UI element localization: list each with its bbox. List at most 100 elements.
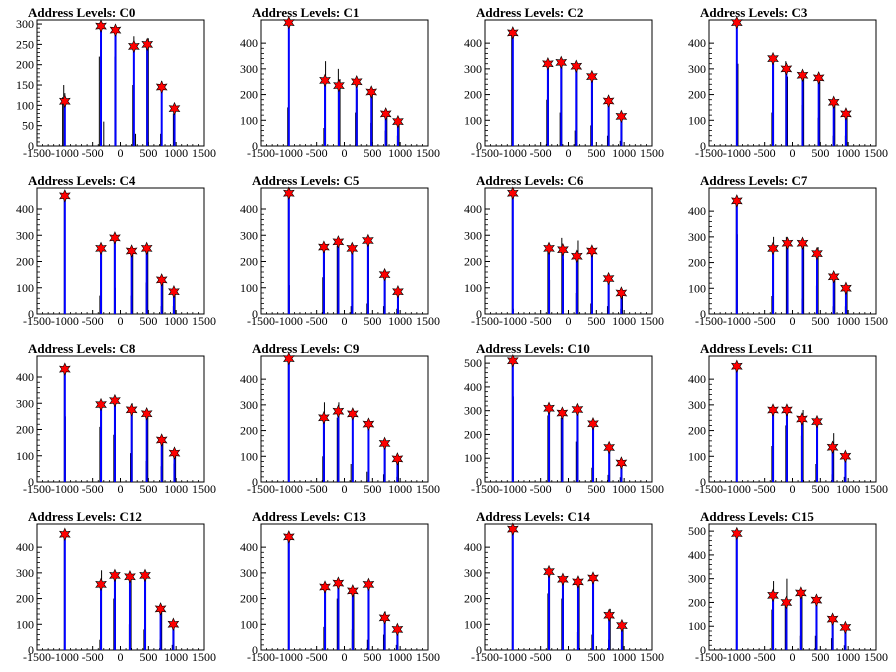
peak-marker (58, 189, 71, 203)
peak-marker (730, 15, 743, 30)
panel-address-levels-c2: Address Levels: C2 0 100 200 300 400 -1500 -100… (464, 5, 664, 160)
y-tick-label: 500 (464, 356, 482, 370)
y-tick-label: 100 (464, 281, 482, 295)
x-tick-label: 0 (790, 146, 796, 160)
plot-frame (260, 523, 429, 651)
x-tick-label: 1500 (192, 146, 216, 160)
peak-marker (365, 85, 378, 99)
peak-marker (124, 569, 136, 584)
x-tick-label: -1000 (499, 482, 527, 496)
y-tick-label: 300 (240, 398, 258, 412)
plot-frame (484, 355, 653, 483)
y-tick-label: 100 (688, 619, 706, 633)
x-tick-label: 0 (566, 650, 572, 664)
peak-marker (615, 286, 628, 300)
peak-marker (109, 393, 121, 408)
y-tick-label: 500 (688, 524, 706, 538)
y-tick-label: 0 (252, 643, 258, 657)
peak-marker (796, 236, 809, 251)
x-tick-label: 1500 (864, 650, 888, 664)
y-tick-label: 300 (688, 572, 706, 586)
x-tick-label: 1500 (416, 146, 440, 160)
x-tick-label: 500 (811, 146, 829, 160)
peak-marker (378, 611, 391, 625)
x-tick-label: -1000 (723, 146, 751, 160)
x-tick-label: -1000 (275, 314, 303, 328)
y-tick-label: 150 (16, 78, 34, 92)
x-tick-label: -1000 (723, 314, 751, 328)
y-tick-label: 100 (240, 281, 258, 295)
x-tick-label: 1500 (864, 482, 888, 496)
y-tick-label: 100 (688, 281, 706, 295)
peak-marker (347, 407, 359, 421)
y-tick-label: 200 (240, 255, 258, 269)
x-tick-label: -1000 (275, 650, 303, 664)
plot-frame (484, 187, 653, 315)
y-tick-label: 0 (476, 307, 482, 321)
x-tick-label: 500 (363, 650, 381, 664)
x-tick-label: 1500 (864, 314, 888, 328)
plot-frame (708, 355, 877, 483)
peak-marker (572, 575, 584, 589)
y-tick-label: 300 (464, 404, 482, 418)
peak-marker (839, 620, 852, 635)
panel-address-levels-c13: Address Levels: C13 0 100 200 300 400 -1500 -10… (240, 509, 440, 664)
x-tick-label: 1000 (836, 314, 860, 328)
y-tick-label: 200 (16, 592, 34, 606)
x-tick-label: -1500 (247, 650, 275, 664)
x-tick-label: 0 (118, 482, 124, 496)
peak-marker (125, 244, 138, 258)
x-tick-label: -1000 (499, 146, 527, 160)
x-tick-label: -500 (306, 482, 328, 496)
x-tick-label: 1500 (192, 482, 216, 496)
peak-marker (362, 417, 375, 431)
x-tick-label: -500 (754, 650, 776, 664)
y-tick-label: 200 (688, 88, 706, 102)
panel-address-levels-c3: Address Levels: C3 0 100 200 300 400 -1500 -100… (688, 5, 888, 160)
peak-marker (796, 412, 808, 426)
panel-title: Address Levels: C3 (700, 5, 808, 20)
peak-marker (556, 406, 569, 420)
y-tick-label: 100 (240, 617, 258, 631)
y-tick-label: 0 (28, 139, 34, 153)
x-tick-label: -1000 (499, 314, 527, 328)
x-tick-label: 1000 (164, 482, 188, 496)
panel-title: Address Levels: C13 (252, 509, 366, 524)
y-tick-label: 300 (464, 228, 482, 242)
x-tick-label: 1000 (164, 650, 188, 664)
peak-marker (95, 577, 107, 592)
panel-title: Address Levels: C0 (28, 5, 135, 20)
plot-frame (708, 187, 877, 315)
y-tick-label: 400 (464, 36, 482, 50)
y-tick-label: 300 (240, 62, 258, 76)
x-tick-label: -500 (530, 650, 552, 664)
y-tick-label: 300 (16, 228, 34, 242)
y-tick-label: 400 (464, 540, 482, 554)
y-tick-label: 300 (688, 62, 706, 76)
x-tick-label: -1500 (23, 650, 51, 664)
peak-marker (767, 241, 779, 256)
y-tick-label: 100 (464, 113, 482, 127)
panel-address-levels-c9: Address Levels: C9 0 100 200 300 400 -1500 -100… (240, 341, 440, 496)
peak-marker (155, 433, 168, 447)
x-tick-label: 1000 (388, 482, 412, 496)
x-tick-label: 500 (139, 146, 157, 160)
panel-title: Address Levels: C4 (28, 173, 136, 188)
x-tick-label: -1000 (51, 146, 79, 160)
y-tick-label: 0 (476, 139, 482, 153)
peak-marker (378, 267, 391, 282)
peak-marker (781, 403, 793, 417)
y-tick-label: 200 (16, 255, 34, 269)
y-tick-label: 100 (240, 449, 258, 463)
peak-marker (730, 526, 743, 541)
x-tick-label: 1000 (164, 314, 188, 328)
peak-marker (362, 233, 374, 248)
peak-marker (95, 19, 107, 33)
y-tick-label: 400 (464, 380, 482, 394)
peak-marker (506, 26, 519, 40)
x-tick-label: -500 (82, 650, 104, 664)
panel-address-levels-c1: Address Levels: C1 0 100 200 300 400 -1500 -100… (240, 5, 440, 160)
peak-marker (586, 69, 598, 84)
x-tick-label: -1500 (471, 314, 499, 328)
peak-marker (140, 407, 153, 421)
